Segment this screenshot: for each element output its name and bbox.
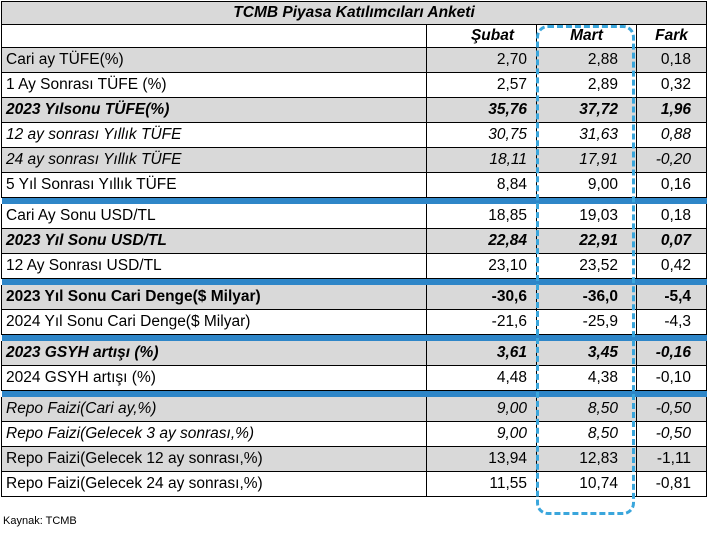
row-label: Cari Ay Sonu USD/TL <box>1 204 427 229</box>
survey-table-container: TCMB Piyasa Katılımcıları Anketi Şubat M… <box>0 1 707 497</box>
table-title-row: TCMB Piyasa Katılımcıları Anketi <box>0 1 707 25</box>
row-prev: 23,10 <box>426 253 537 279</box>
row-label: 2023 GSYH artışı (%) <box>1 341 427 366</box>
row-diff: 0,07 <box>635 228 707 254</box>
row-diff: -0,10 <box>635 365 707 391</box>
row-label: Repo Faizi(Cari ay,%) <box>1 397 427 422</box>
row-prev: 35,76 <box>426 97 537 123</box>
row-diff: -1,11 <box>635 446 707 472</box>
table-row: 2023 Yıl Sonu Cari Denge($ Milyar) -30,6… <box>1 285 707 310</box>
row-curr: -36,0 <box>536 285 637 310</box>
row-prev: 11,55 <box>426 471 537 497</box>
row-curr: 3,45 <box>536 341 637 366</box>
header-diff: Fark <box>635 24 707 48</box>
row-prev: 18,85 <box>426 204 537 229</box>
row-prev: 9,00 <box>426 421 537 447</box>
table-title: TCMB Piyasa Katılımcıları Anketi <box>0 1 707 25</box>
row-curr: 2,88 <box>536 47 637 73</box>
row-diff: -0,20 <box>635 147 707 173</box>
row-label: 2023 Yıl Sonu Cari Denge($ Milyar) <box>1 285 427 310</box>
row-label: 12 Ay Sonrası USD/TL <box>1 253 427 279</box>
header-curr: Mart <box>536 24 637 48</box>
row-label: 2024 GSYH artışı (%) <box>1 365 427 391</box>
row-label: 2023 Yılsonu TÜFE(%) <box>1 97 427 123</box>
row-curr: 10,74 <box>536 471 637 497</box>
row-prev: 18,11 <box>426 147 537 173</box>
header-label-cell <box>1 24 427 48</box>
table-row: 2023 GSYH artışı (%) 3,61 3,45 -0,16 <box>1 341 707 366</box>
row-diff: 0,32 <box>635 72 707 98</box>
row-prev: 2,70 <box>426 47 537 73</box>
row-curr: 19,03 <box>536 204 637 229</box>
table-row: Cari Ay Sonu USD/TL 18,85 19,03 0,18 <box>1 204 707 229</box>
row-label: Repo Faizi(Gelecek 12 ay sonrası,%) <box>1 446 427 472</box>
row-label: 24 ay sonrası Yıllık TÜFE <box>1 147 427 173</box>
table-row: Repo Faizi(Gelecek 24 ay sonrası,%) 11,5… <box>1 471 707 497</box>
row-diff: -5,4 <box>635 285 707 310</box>
row-prev: 8,84 <box>426 172 537 198</box>
table-row: Cari ay TÜFE(%) 2,70 2,88 0,18 <box>1 47 707 73</box>
row-prev: 4,48 <box>426 365 537 391</box>
row-curr: -25,9 <box>536 309 637 335</box>
header-prev: Şubat <box>426 24 537 48</box>
row-prev: 22,84 <box>426 228 537 254</box>
table-row: Repo Faizi(Cari ay,%) 9,00 8,50 -0,50 <box>1 397 707 422</box>
row-prev: -21,6 <box>426 309 537 335</box>
row-diff: 1,96 <box>635 97 707 123</box>
section-separator <box>1 197 707 204</box>
row-label: 12 ay sonrası Yıllık TÜFE <box>1 122 427 148</box>
row-curr: 37,72 <box>536 97 637 123</box>
row-diff: 0,18 <box>635 47 707 73</box>
row-curr: 31,63 <box>536 122 637 148</box>
row-prev: 13,94 <box>426 446 537 472</box>
row-curr: 9,00 <box>536 172 637 198</box>
row-curr: 23,52 <box>536 253 637 279</box>
table-row: 1 Ay Sonrası TÜFE (%) 2,57 2,89 0,32 <box>1 72 707 98</box>
row-curr: 8,50 <box>536 421 637 447</box>
row-curr: 12,83 <box>536 446 637 472</box>
row-label: 5 Yıl Sonrası Yıllık TÜFE <box>1 172 427 198</box>
section-separator <box>1 390 707 397</box>
row-diff: 0,88 <box>635 122 707 148</box>
row-curr: 2,89 <box>536 72 637 98</box>
row-label: Repo Faizi(Gelecek 24 ay sonrası,%) <box>1 471 427 497</box>
table-row: 2024 GSYH artışı (%) 4,48 4,38 -0,10 <box>1 365 707 391</box>
row-diff: -0,16 <box>635 341 707 366</box>
survey-table: TCMB Piyasa Katılımcıları Anketi Şubat M… <box>0 1 707 497</box>
row-prev: 30,75 <box>426 122 537 148</box>
row-prev: 9,00 <box>426 397 537 422</box>
row-curr: 22,91 <box>536 228 637 254</box>
row-prev: -30,6 <box>426 285 537 310</box>
table-header-row: Şubat Mart Fark <box>1 24 707 48</box>
row-label: 1 Ay Sonrası TÜFE (%) <box>1 72 427 98</box>
row-diff: 0,16 <box>635 172 707 198</box>
row-curr: 8,50 <box>536 397 637 422</box>
row-label: 2023 Yıl Sonu USD/TL <box>1 228 427 254</box>
table-row: 2023 Yıl Sonu USD/TL 22,84 22,91 0,07 <box>1 228 707 254</box>
row-prev: 2,57 <box>426 72 537 98</box>
section-separator <box>1 278 707 285</box>
row-diff: -0,50 <box>635 421 707 447</box>
table-row: 2023 Yılsonu TÜFE(%) 35,76 37,72 1,96 <box>1 97 707 123</box>
table-row: 12 Ay Sonrası USD/TL 23,10 23,52 0,42 <box>1 253 707 279</box>
row-diff: -4,3 <box>635 309 707 335</box>
table-row: 5 Yıl Sonrası Yıllık TÜFE 8,84 9,00 0,16 <box>1 172 707 198</box>
row-curr: 4,38 <box>536 365 637 391</box>
table-row: Repo Faizi(Gelecek 12 ay sonrası,%) 13,9… <box>1 446 707 472</box>
row-label: Cari ay TÜFE(%) <box>1 47 427 73</box>
section-separator <box>1 334 707 341</box>
source-note: Kaynak: TCMB <box>3 515 77 527</box>
row-diff: 0,18 <box>635 204 707 229</box>
row-label: Repo Faizi(Gelecek 3 ay sonrası,%) <box>1 421 427 447</box>
table-row: 12 ay sonrası Yıllık TÜFE 30,75 31,63 0,… <box>1 122 707 148</box>
row-diff: -0,50 <box>635 397 707 422</box>
row-diff: 0,42 <box>635 253 707 279</box>
table-row: 2024 Yıl Sonu Cari Denge($ Milyar) -21,6… <box>1 309 707 335</box>
row-curr: 17,91 <box>536 147 637 173</box>
row-prev: 3,61 <box>426 341 537 366</box>
table-row: Repo Faizi(Gelecek 3 ay sonrası,%) 9,00 … <box>1 421 707 447</box>
row-diff: -0,81 <box>635 471 707 497</box>
row-label: 2024 Yıl Sonu Cari Denge($ Milyar) <box>1 309 427 335</box>
table-row: 24 ay sonrası Yıllık TÜFE 18,11 17,91 -0… <box>1 147 707 173</box>
